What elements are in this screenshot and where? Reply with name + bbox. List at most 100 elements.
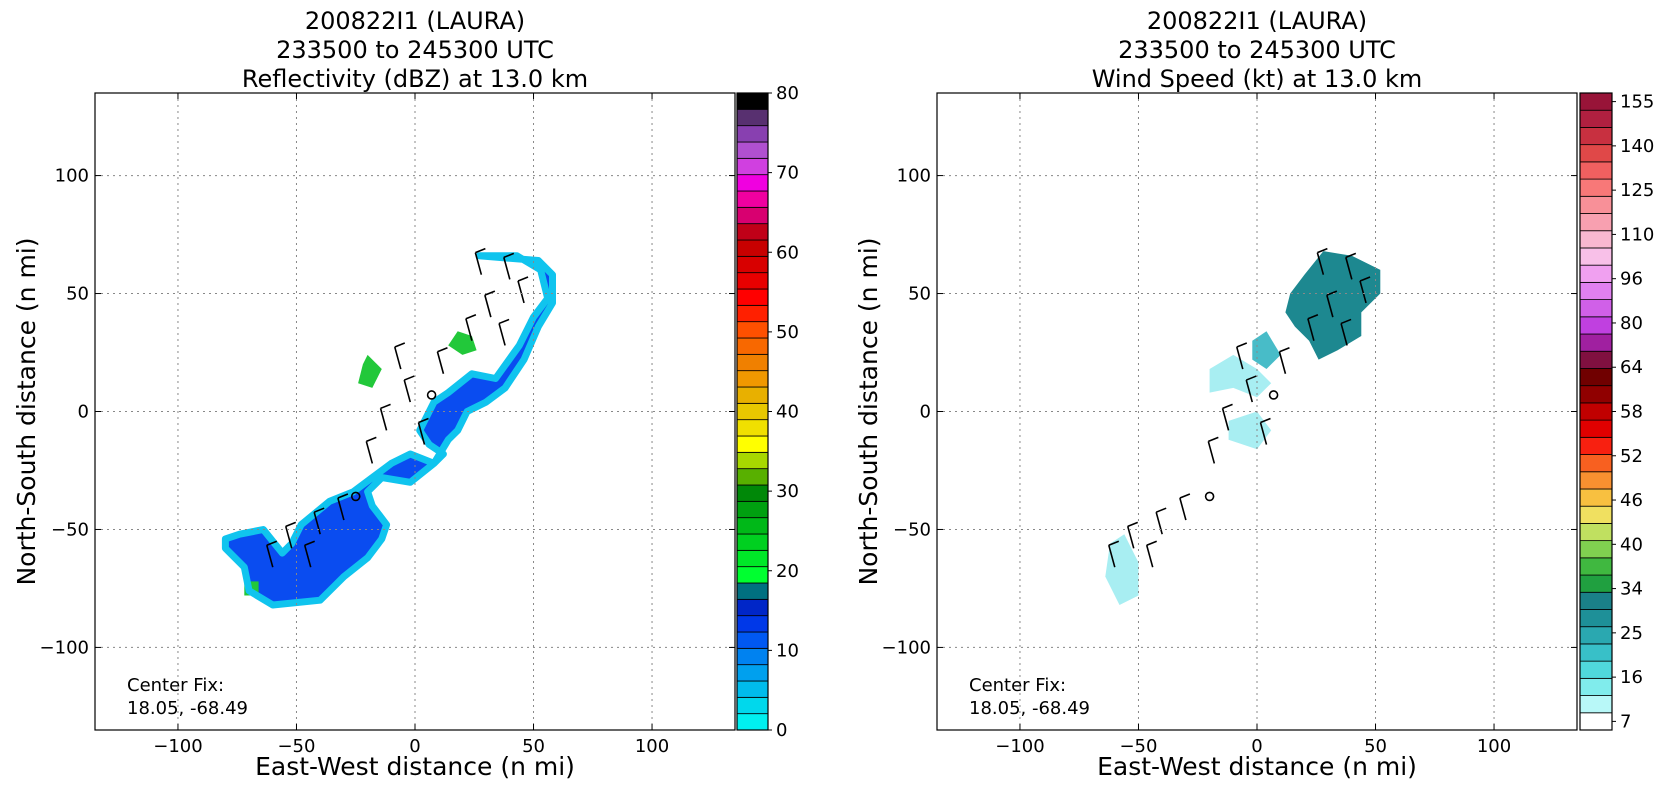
x-tick-label: 50	[522, 736, 545, 757]
colorbar-cell	[1579, 109, 1613, 128]
colorbar-cell	[736, 157, 769, 176]
wind-barb-flag	[1208, 436, 1219, 443]
wind-barb-flag	[484, 290, 496, 296]
wind-barb	[474, 252, 483, 275]
wind-barb	[1179, 497, 1187, 521]
colorbar-tick-label: 16	[1620, 667, 1643, 688]
wind-barb-flag	[498, 318, 510, 325]
wind-barb-flag	[1326, 290, 1338, 296]
wind-barb-flag	[380, 403, 391, 410]
colorbar-tick-label: 40	[1620, 534, 1643, 555]
y-tick-label: 0	[920, 402, 931, 423]
wind-barb	[1340, 323, 1348, 346]
colorbar-cell	[736, 386, 769, 404]
y-tick-label: −50	[51, 519, 89, 540]
wind-barb-flag	[285, 521, 297, 528]
wind-barb-flag	[475, 247, 486, 254]
wind-barb-flag	[1359, 276, 1371, 282]
chart-panel-2: 200822I1 (LAURA)233500 to 245300 UTCWind…	[854, 7, 1654, 781]
colorbar-tick-label: 64	[1620, 357, 1643, 378]
colorbar-cell	[1579, 505, 1613, 524]
colorbar-cell	[1579, 660, 1613, 679]
colorbar-cell	[1579, 161, 1613, 180]
colorbar-cell	[736, 321, 769, 339]
x-tick-label: 50	[1364, 736, 1387, 757]
wind-barb	[284, 526, 293, 549]
data-field	[221, 247, 556, 609]
colorbar-cell	[736, 435, 769, 453]
colorbar-cell	[736, 337, 769, 355]
center-fix-label: Center Fix:	[127, 675, 224, 696]
colorbar-tick-label: 140	[1620, 136, 1654, 157]
colorbar-tick-label: 80	[1620, 313, 1643, 334]
wind-barb	[465, 318, 473, 341]
wind-barb-flag	[437, 347, 448, 353]
colorbar-cell	[736, 696, 769, 715]
y-axis-label: North-South distance (n mi)	[854, 237, 883, 585]
data-region-3	[358, 354, 382, 388]
wind-barb-flag	[1108, 540, 1120, 546]
wind-barb	[1316, 252, 1325, 275]
colorbar-cell	[736, 664, 769, 682]
colorbar-tick-label: 58	[1620, 402, 1643, 423]
wind-barb-flag	[1307, 313, 1319, 320]
colorbar-tick-label: 110	[1620, 224, 1654, 245]
colorbar-cell	[1579, 92, 1613, 111]
center-fix-marker-2	[1268, 390, 1279, 400]
wind-barb-flag	[1236, 342, 1248, 348]
wind-barb-flag	[418, 417, 429, 424]
colorbar-cell	[736, 402, 769, 421]
colorbar-cell	[1579, 540, 1613, 559]
colorbar: 7 16 25 34 40 46 52 58 64 80 96 110 125 140 155	[1579, 92, 1654, 732]
colorbar-cell	[1579, 178, 1613, 197]
colorbar-cell	[1579, 436, 1613, 455]
colorbar-tick-label: 40	[776, 402, 799, 423]
colorbar-cell	[1579, 385, 1613, 404]
data-region-2	[448, 331, 477, 355]
wind-barb	[379, 408, 388, 431]
colorbar-cell	[1579, 591, 1613, 610]
colorbar-tick-label: 155	[1620, 92, 1654, 113]
colorbar-cell	[1579, 316, 1613, 335]
data-region-3	[1209, 354, 1272, 398]
data-region-edge	[221, 252, 556, 609]
colorbar-cell	[736, 680, 769, 698]
colorbar-cell	[1579, 557, 1613, 576]
center-fix-value: 18.05, -68.49	[969, 698, 1090, 719]
chart-title-line-1: 200822I1 (LAURA)	[305, 7, 525, 35]
wind-barb-flag	[1155, 507, 1167, 513]
wind-barb	[394, 346, 402, 370]
wind-barb	[1326, 294, 1334, 318]
colorbar-cell	[1579, 402, 1613, 421]
colorbar-cell	[736, 451, 769, 470]
wind-barb	[1221, 408, 1230, 431]
colorbar-tick-label: 0	[776, 720, 787, 741]
y-axis-label: North-South distance (n mi)	[12, 237, 41, 585]
wind-barbs	[266, 247, 529, 568]
wind-barb-flag	[1340, 318, 1352, 325]
wind-barb-flag	[1146, 540, 1158, 546]
center-fix-marker	[1204, 491, 1215, 502]
colorbar-cell	[736, 288, 769, 306]
colorbar-cell	[1579, 281, 1613, 300]
wind-barb-flag	[266, 540, 278, 546]
colorbar-cell	[736, 500, 769, 519]
y-tick-label: −100	[40, 637, 89, 658]
colorbar-cell	[736, 582, 769, 600]
data-region-5	[1105, 534, 1139, 605]
grid	[95, 93, 735, 730]
colorbar-cell	[736, 631, 769, 649]
colorbar-tick-label: 7	[1620, 711, 1631, 732]
colorbar-tick-label: 30	[776, 481, 799, 502]
wind-barb-flag	[403, 375, 415, 381]
wind-barb-flag	[1179, 493, 1191, 499]
wind-barbs	[1108, 247, 1371, 568]
colorbar-tick-label: 20	[776, 561, 799, 582]
y-tick-label: 100	[897, 166, 931, 187]
colorbar-cell	[1579, 574, 1613, 593]
y-tick-label: 50	[908, 284, 931, 305]
wind-barb	[337, 497, 345, 521]
colorbar-cell	[736, 533, 769, 551]
colorbar-tick-label: 80	[776, 83, 799, 104]
